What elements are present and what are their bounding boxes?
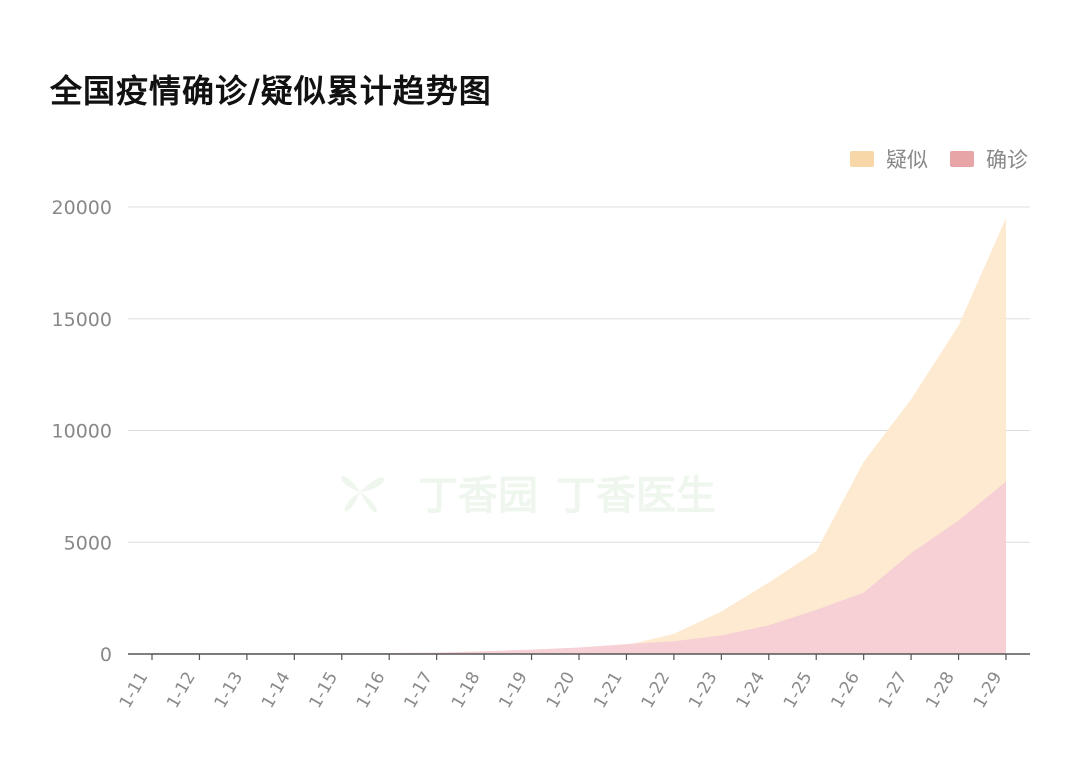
data-point-suspected-1-29 (1005, 217, 1008, 220)
series-area-confirmed (152, 481, 1006, 654)
x-tick-label-1-29: 1-29 (970, 669, 1007, 712)
legend-swatch-confirmed (950, 151, 974, 167)
data-point-confirmed-1-29 (1005, 480, 1008, 483)
data-point-confirmed-1-22 (672, 640, 675, 643)
data-point-suspected-1-25 (815, 550, 818, 553)
x-tick-label-1-21: 1-21 (590, 669, 627, 712)
x-tick-label-1-20: 1-20 (543, 669, 580, 712)
x-tick-label-1-12: 1-12 (163, 669, 200, 712)
data-point-confirmed-1-25 (815, 608, 818, 611)
x-tick-label-1-13: 1-13 (211, 669, 248, 712)
legend-swatch-suspected (850, 151, 874, 167)
legend-label-suspected: 疑似 (886, 148, 928, 172)
legend-item-suspected[interactable]: 疑似 (850, 144, 928, 174)
y-tick-label-5000: 5000 (64, 532, 112, 554)
data-point-confirmed-1-19 (530, 648, 533, 651)
x-tick-label-1-19: 1-19 (495, 669, 532, 712)
legend-label-confirmed: 确诊 (986, 148, 1028, 172)
x-tick-label-1-11: 1-11 (116, 669, 153, 712)
data-point-suspected-1-28 (957, 324, 960, 327)
x-tick-label-1-27: 1-27 (875, 669, 912, 712)
x-tick-label-1-23: 1-23 (685, 669, 722, 712)
x-tick-label-1-17: 1-17 (400, 669, 437, 712)
y-tick-label-20000: 20000 (52, 197, 112, 219)
data-point-suspected-1-27 (910, 398, 913, 401)
y-tick-label-10000: 10000 (52, 421, 112, 443)
data-point-confirmed-1-21 (625, 643, 628, 646)
x-tick-label-1-24: 1-24 (732, 669, 769, 712)
x-tick-label-1-22: 1-22 (638, 669, 675, 712)
x-tick-label-1-14: 1-14 (258, 669, 295, 712)
data-point-suspected-1-20 (578, 650, 581, 653)
x-tick-label-1-15: 1-15 (305, 669, 342, 712)
y-tick-label-15000: 15000 (52, 309, 112, 331)
data-point-confirmed-1-27 (910, 552, 913, 555)
legend-item-confirmed[interactable]: 确诊 (950, 144, 1028, 174)
data-point-confirmed-1-20 (578, 646, 581, 649)
data-point-suspected-1-23 (720, 610, 723, 613)
data-point-confirmed-1-18 (483, 650, 486, 653)
x-tick-label-1-26: 1-26 (827, 669, 864, 712)
data-point-suspected-1-26 (862, 460, 865, 463)
data-point-suspected-1-22 (672, 632, 675, 635)
data-point-suspected-1-24 (767, 581, 770, 584)
chart-legend: 疑似 确诊 (850, 144, 1028, 174)
data-point-confirmed-1-24 (767, 624, 770, 627)
chart-title: 全国疫情确诊/疑似累计趋势图 (50, 72, 492, 110)
x-tick-label-1-28: 1-28 (922, 669, 959, 712)
x-tick-label-1-18: 1-18 (448, 669, 485, 712)
data-point-confirmed-1-26 (862, 591, 865, 594)
x-tick-label-1-16: 1-16 (353, 669, 390, 712)
data-point-confirmed-1-28 (957, 519, 960, 522)
y-tick-label-0: 0 (100, 644, 112, 666)
x-tick-label-1-25: 1-25 (780, 669, 817, 712)
data-point-confirmed-1-23 (720, 634, 723, 637)
